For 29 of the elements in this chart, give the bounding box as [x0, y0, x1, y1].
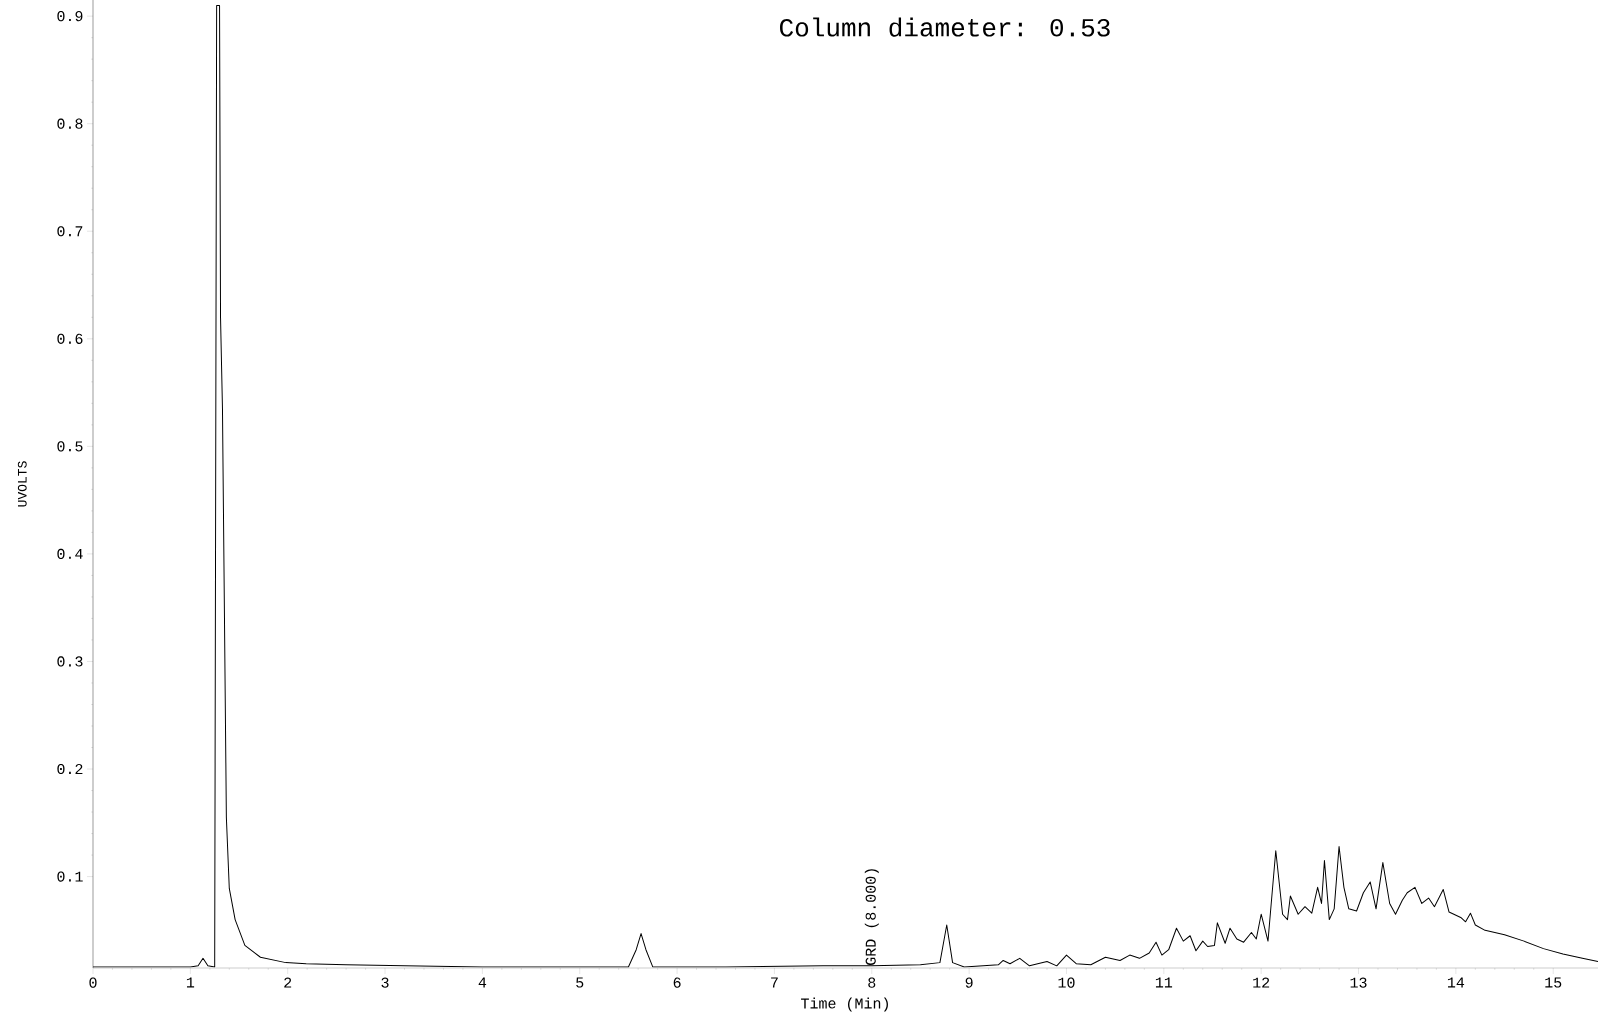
x-tick-label: 10	[1058, 977, 1075, 988]
x-tick-label: 3	[381, 977, 389, 988]
x-tick-label: 5	[576, 977, 584, 988]
y-tick-label: 0.3	[57, 656, 83, 667]
x-tick-label: 15	[1545, 977, 1562, 988]
y-tick-label: 0.9	[57, 11, 83, 22]
y-tick-label: 0.2	[57, 763, 83, 775]
y-axis-title: UVOLTS	[17, 461, 27, 507]
x-tick-label: 0	[89, 977, 97, 988]
y-tick-label: 0.7	[57, 226, 83, 237]
x-tick-label: 6	[673, 977, 681, 988]
y-tick-label: 0.8	[57, 118, 83, 129]
x-tick-label: 14	[1447, 977, 1465, 988]
x-tick-label: 1	[186, 977, 195, 988]
x-tick-label: 7	[771, 977, 778, 988]
y-tick-label: 0.4	[57, 548, 83, 559]
y-tick-label: 0.1	[57, 871, 83, 882]
x-axis-title: Time (Min)	[801, 997, 888, 1012]
x-tick-label: 11	[1155, 977, 1173, 988]
text: Column diameter: 0.53	[780, 17, 1110, 37]
y-tick-label: 0.6	[57, 333, 83, 344]
x-tick-label: 2	[284, 977, 292, 988]
x-tick-label: 8	[868, 977, 876, 988]
x-tick-label: 12	[1253, 977, 1270, 988]
x-tick-label: 4	[478, 977, 487, 988]
x-tick-label: 9	[965, 977, 973, 988]
annotation: GRD (8.000)	[864, 869, 879, 965]
y-tick-label: 0.5	[57, 441, 83, 452]
x-tick-label: 13	[1350, 977, 1367, 988]
